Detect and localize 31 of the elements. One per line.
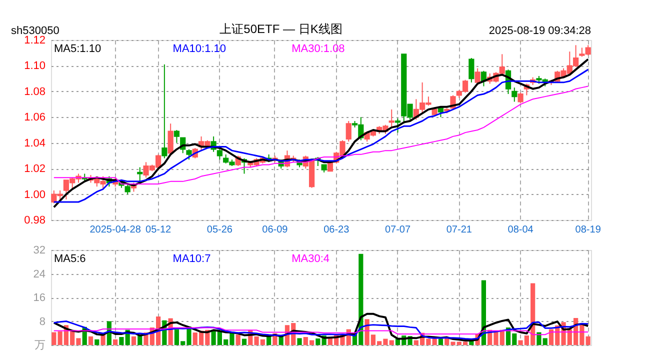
x-tick-label: 08-04 [508, 224, 534, 236]
chart-title: 上证50ETF — 日K线图 [220, 22, 342, 36]
y-tick-label: 8 [39, 316, 46, 328]
y-tick-label: 1.12 [24, 34, 46, 46]
text: MA10:7 [172, 253, 211, 265]
y-tick-label: 16 [33, 292, 46, 304]
text: 2025-08-19 09:34:28 [488, 25, 591, 37]
x-tick-label: 07-21 [446, 224, 472, 236]
x-tick-label: 2025-04-28 [90, 224, 142, 236]
y-tick-label: 32 [33, 244, 46, 256]
y-tick-label: 万 [34, 340, 46, 352]
x-tick-label: 06-23 [324, 224, 350, 236]
y-tick-label: 0.98 [24, 214, 46, 226]
y-tick-label: 1.00 [24, 188, 46, 201]
y-tick-label: 24 [33, 268, 46, 280]
y-tick-label: 1.08 [24, 86, 46, 98]
y-tick-label: 1.04 [24, 137, 46, 150]
x-tick-label: 07-07 [384, 224, 411, 236]
x-tick-label: 08-19 [575, 224, 602, 236]
text: MA30:4 [292, 253, 330, 265]
y-tick-label: 1.02 [24, 163, 46, 176]
text: MA5:6 [54, 253, 86, 265]
text: MA10:1.10 [172, 43, 226, 55]
x-tick-label: 05-12 [146, 224, 172, 236]
x-tick-label: 05-26 [206, 224, 233, 236]
text: MA5:1.10 [54, 43, 102, 55]
text: MA30:1.08 [292, 43, 345, 55]
y-tick-label: 1.06 [24, 112, 46, 124]
y-tick-label: 1.10 [24, 60, 46, 72]
chart-subtitle: sh530050 [11, 25, 60, 37]
x-tick-label: 06-09 [262, 224, 288, 236]
